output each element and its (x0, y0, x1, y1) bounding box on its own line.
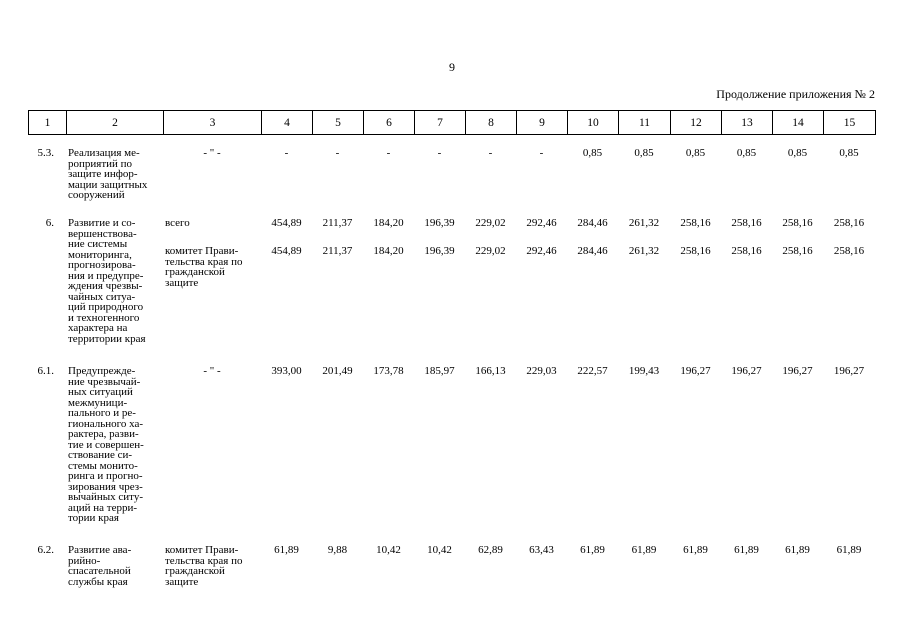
value-cell: - (284, 147, 289, 159)
value-cell: 284,46 (577, 217, 608, 229)
executor: - " - (203, 147, 221, 159)
value-cell: 196,27 (782, 365, 813, 377)
value-cell: 258,16 (680, 245, 711, 257)
row-name: Развитие и со- вершенствова- ние системы… (68, 217, 146, 345)
value-cell: 229,02 (475, 217, 506, 229)
value-cell: - (539, 147, 544, 159)
value-cell: 184,20 (373, 245, 404, 257)
value-cell: 0,85 (787, 147, 808, 159)
value-cell: 61,89 (631, 544, 657, 556)
value-cell: 61,89 (274, 544, 299, 556)
header-cell: 4 (261, 110, 313, 135)
value-cell: 284,46 (577, 245, 608, 257)
row-name: Развитие ава- рийно- спасательной службы… (68, 544, 132, 588)
row-number: 6.1. (37, 365, 55, 377)
value-cell: 0,85 (839, 147, 859, 159)
value-cell: 292,46 (526, 217, 557, 229)
header-cell: 13 (721, 110, 773, 135)
header-cell: 7 (414, 110, 466, 135)
header-cell: 14 (772, 110, 824, 135)
executor: комитет Прави- тельства края по гражданс… (165, 245, 243, 289)
header-cell: 10 (567, 110, 619, 135)
value-cell: 258,16 (782, 245, 813, 257)
value-cell: 211,37 (322, 217, 353, 229)
value-cell: 196,27 (833, 365, 865, 377)
value-cell: 222,57 (577, 365, 608, 377)
value-cell: 292,46 (526, 245, 557, 257)
value-cell: 229,03 (526, 365, 557, 377)
value-cell: 261,32 (628, 217, 660, 229)
header-cell: 2 (66, 110, 164, 135)
value-cell: 196,39 (424, 245, 455, 257)
value-cell: 229,02 (475, 245, 506, 257)
header-cell: 5 (312, 110, 364, 135)
header-cell: 11 (618, 110, 671, 135)
value-cell: 393,00 (271, 365, 302, 377)
value-cell: 185,97 (424, 365, 455, 377)
value-cell: 258,16 (731, 217, 762, 229)
value-cell: 184,20 (373, 217, 404, 229)
value-cell: 454,89 (271, 245, 302, 257)
value-cell: 196,27 (680, 365, 711, 377)
value-cell: 201,49 (322, 365, 353, 377)
value-cell: 61,89 (785, 544, 810, 556)
value-cell: 61,89 (580, 544, 605, 556)
value-cell: 199,43 (628, 365, 660, 377)
value-cell: 0,85 (634, 147, 654, 159)
value-cell: 10,42 (376, 544, 401, 556)
value-cell: - (386, 147, 391, 159)
value-cell: 0,85 (736, 147, 757, 159)
value-cell: 258,16 (680, 217, 711, 229)
header-cell: 12 (670, 110, 722, 135)
value-cell: 258,16 (833, 245, 865, 257)
header-cell: 9 (516, 110, 568, 135)
value-cell: - (437, 147, 442, 159)
value-cell: 10,42 (427, 544, 452, 556)
value-cell: 61,89 (836, 544, 862, 556)
value-cell: 61,89 (683, 544, 708, 556)
value-cell: 261,32 (628, 245, 660, 257)
value-cell: 9,88 (327, 544, 348, 556)
executor: всего (165, 217, 190, 229)
value-cell: 0,85 (582, 147, 603, 159)
value-cell: 61,89 (734, 544, 759, 556)
value-cell: 196,27 (731, 365, 762, 377)
row-number: 6.2. (37, 544, 55, 556)
value-cell: 0,85 (685, 147, 706, 159)
value-cell: 258,16 (833, 217, 865, 229)
value-cell: - (335, 147, 340, 159)
value-cell: 63,43 (529, 544, 554, 556)
value-cell: 454,89 (271, 217, 302, 229)
row-name: Предупрежде- ние чрезвычай- ных ситуаций… (68, 365, 144, 524)
header-cell: 6 (363, 110, 415, 135)
value-cell: 173,78 (373, 365, 404, 377)
value-cell: 258,16 (782, 217, 813, 229)
executor: - " - (203, 365, 221, 377)
header-cell: 3 (163, 110, 262, 135)
header-cell: 1 (28, 110, 67, 135)
row-number: 5.3. (37, 147, 55, 159)
value-cell: 211,37 (322, 245, 353, 257)
value-cell: - (488, 147, 493, 159)
page-number: 9 (449, 60, 455, 74)
executor: комитет Прави- тельства края по гражданс… (165, 544, 243, 588)
caption: Продолжение приложения № 2 (716, 87, 875, 101)
header-cell: 8 (465, 110, 517, 135)
header-cell: 15 (823, 110, 876, 135)
value-cell: 258,16 (731, 245, 762, 257)
value-cell: 196,39 (424, 217, 455, 229)
row-number: 6. (45, 217, 54, 229)
row-name: Реализация ме- роприятий по защите инфор… (68, 147, 148, 201)
value-cell: 166,13 (475, 365, 506, 377)
value-cell: 62,89 (478, 544, 503, 556)
